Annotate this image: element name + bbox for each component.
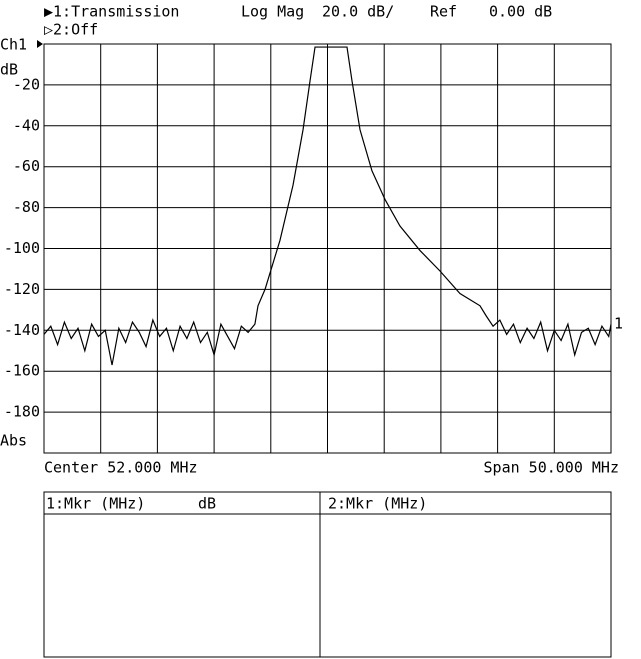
y-tick-label: -120 xyxy=(4,280,40,298)
y-tick-label: -20 xyxy=(13,75,40,93)
y-tick-label: -80 xyxy=(13,198,40,216)
y-tick-label: -60 xyxy=(13,157,40,175)
trace1-label: ▶1:Transmission xyxy=(44,3,179,21)
marker-table xyxy=(43,491,612,658)
y-tick-label: -140 xyxy=(4,321,40,339)
marker2-header: 2:Mkr (MHz) xyxy=(328,495,427,513)
format: Log Mag xyxy=(241,3,304,21)
center-freq: Center 52.000 MHz xyxy=(44,459,198,477)
ref-label: Ref xyxy=(430,3,457,21)
span: Span 50.000 MHz xyxy=(484,459,619,477)
y-tick-label: -40 xyxy=(13,116,40,134)
y-tick-label: -160 xyxy=(4,362,40,380)
trace2-label: ▷2:Off xyxy=(44,21,98,39)
marker1-unit: dB xyxy=(198,495,216,513)
ref-pointer xyxy=(37,40,43,48)
marker1-header: 1:Mkr (MHz) xyxy=(46,495,145,513)
trace xyxy=(43,46,612,366)
scale: 20.0 dB/ xyxy=(322,3,394,21)
trace-end-label: 1 xyxy=(614,315,623,333)
y-tick-label: -100 xyxy=(4,239,40,257)
y-tick-label: -180 xyxy=(4,403,40,421)
ref-value: 0.00 dB xyxy=(489,3,552,21)
channel: Ch1 xyxy=(0,36,27,54)
y-unit: dB xyxy=(0,61,18,79)
display-mode: Abs xyxy=(0,432,27,450)
